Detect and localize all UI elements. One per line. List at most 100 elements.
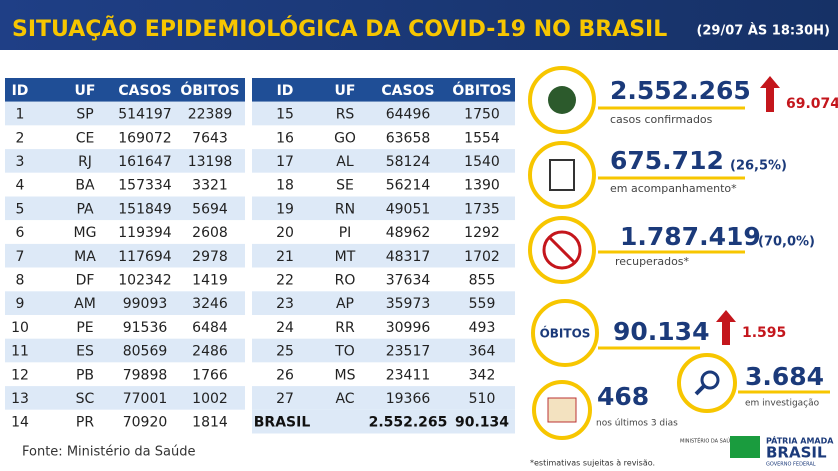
cell: 99093 [123,296,168,312]
column-header: UF [75,83,96,99]
deaths-badge: ÓBITOS [540,326,591,341]
cell: 1735 [464,201,500,217]
table-row [5,149,245,173]
table-row [252,362,515,387]
recovered-label: recuperados* [615,255,690,268]
cell: 48962 [386,225,431,241]
cell: 1766 [192,367,228,383]
table-row [5,386,245,410]
cell: RO [335,272,356,288]
cell: 3246 [192,296,228,312]
investigation-label: em investigação [745,399,820,409]
table-row [5,409,245,434]
column-header: CASOS [118,83,171,99]
cell: RJ [78,154,92,170]
cell: MA [74,249,96,265]
cell: 64496 [386,107,431,123]
cell: 63658 [386,130,431,146]
total-cell: 90.134 [455,415,509,431]
cell: 15 [276,107,294,123]
column-header: CASOS [381,83,434,99]
table-row [252,243,515,268]
cell: 514197 [118,107,171,123]
arrow-up [760,76,780,112]
cell: 169072 [118,130,171,146]
table-row [252,386,515,410]
table-row [252,291,515,315]
cell: 23 [276,296,294,312]
table-row [5,267,245,292]
cell: 7 [16,249,25,265]
stats-panel: 2.552.265 casos confirmados 69.074 675.7… [528,66,838,440]
cell: 5 [16,201,25,217]
cell: 24 [276,320,294,336]
cell: GO [334,130,356,146]
table-row [252,267,515,292]
cell: 5694 [192,201,228,217]
cell: PA [76,201,94,217]
total-cell: BRASIL [254,415,311,431]
cell: 26 [276,367,294,383]
date: (29/07 ÀS 18:30H) [696,23,830,39]
cell: 16 [276,130,294,146]
recent-value: 468 [597,382,649,411]
table-row [5,291,245,315]
cell: 9 [16,296,25,312]
cell: 13 [11,391,29,407]
header-row [5,78,245,102]
table-row [252,196,515,221]
cell: 14 [11,415,29,431]
cell: 23411 [386,367,431,383]
total-row [252,409,515,434]
cell: 37634 [386,272,431,288]
cell: 493 [469,320,496,336]
arrow-up [716,310,736,345]
cell: 17 [276,154,294,170]
cell: 1 [16,107,25,123]
total-cell: 2.552.265 [369,415,448,431]
column-header: ÓBITOS [452,81,511,99]
cell: 22389 [188,107,233,123]
cell: PB [76,367,94,383]
cell: 13198 [188,154,233,170]
confirmed-increase: 69.074 [786,96,838,112]
cell: 22 [276,272,294,288]
cell: 161647 [118,154,171,170]
monitoring-percent: (26,5%) [730,159,787,174]
confirmed-label: casos confirmados [610,113,713,126]
table-row [252,315,515,339]
column-header: ÓBITOS [180,81,239,99]
deaths-value: 90.134 [613,317,709,346]
recent-label: nos últimos 3 dias [596,419,678,429]
cell: MG [74,225,97,241]
note: *estimativas sujeitas à revisão. [530,459,655,468]
table-row [252,220,515,244]
cell: 2978 [192,249,228,265]
cell: BA [75,178,95,194]
monitoring-label: em acompanhamento* [610,182,737,195]
table-row [5,220,245,244]
cell: 1540 [464,154,500,170]
cell: 3 [16,154,25,170]
header-bar [0,0,838,50]
cell: MT [335,249,356,265]
cell: 364 [469,344,496,360]
cell: 6 [16,225,25,241]
cell: 11 [11,344,29,360]
confirmed-value: 2.552.265 [610,76,751,105]
table-row [5,315,245,339]
brand: BRASIL [766,444,827,462]
table-row [5,196,245,221]
cell: 1390 [464,178,500,194]
cell: 25 [276,344,294,360]
cell: 58124 [386,154,431,170]
icon-search [677,353,737,413]
cell: 80569 [123,344,168,360]
column-header: ID [12,83,29,99]
cell: 119394 [118,225,172,241]
table-row [5,125,245,150]
column-header: UF [335,83,356,99]
cell: 27 [276,391,294,407]
cell: DF [76,272,95,288]
table-row [252,101,515,126]
